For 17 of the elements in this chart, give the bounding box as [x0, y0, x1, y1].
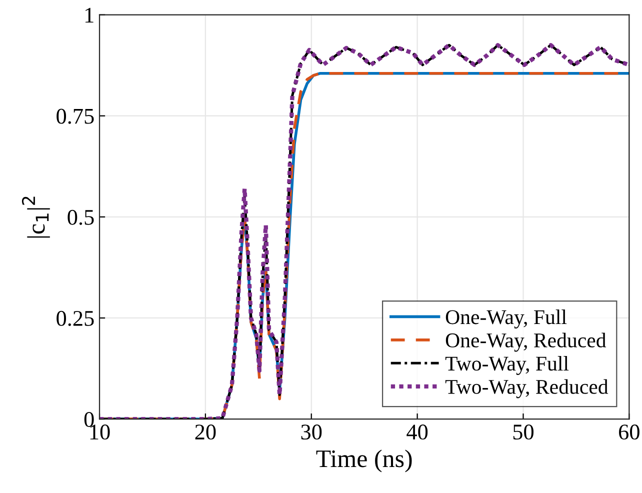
- legend-label: Two-Way, Reduced: [445, 379, 608, 398]
- y-tick-label: 1: [85, 8, 94, 22]
- legend-label: One-Way, Full: [446, 310, 567, 328]
- y-tick-label: 0.75: [56, 108, 94, 124]
- x-tick-label: 30: [301, 424, 322, 440]
- y-tick-label: 0: [84, 412, 94, 427]
- y-tick-label: 0.25: [56, 310, 94, 326]
- x-tick-label: 50: [513, 424, 534, 440]
- y-axis-title: |c$_{1}$|$^{2}$: [22, 196, 50, 238]
- legend-label: Two-Way, Full: [445, 356, 569, 375]
- legend-label: One-Way, Reduced: [446, 332, 606, 352]
- x-axis-title: Time (ns): [316, 450, 412, 472]
- x-tick-label: 20: [195, 424, 216, 440]
- x-tick-label: 10: [90, 424, 110, 440]
- x-tick-label: 40: [406, 424, 428, 440]
- x-tick-label: 60: [619, 424, 640, 440]
- y-tick-label: 0.5: [68, 210, 94, 225]
